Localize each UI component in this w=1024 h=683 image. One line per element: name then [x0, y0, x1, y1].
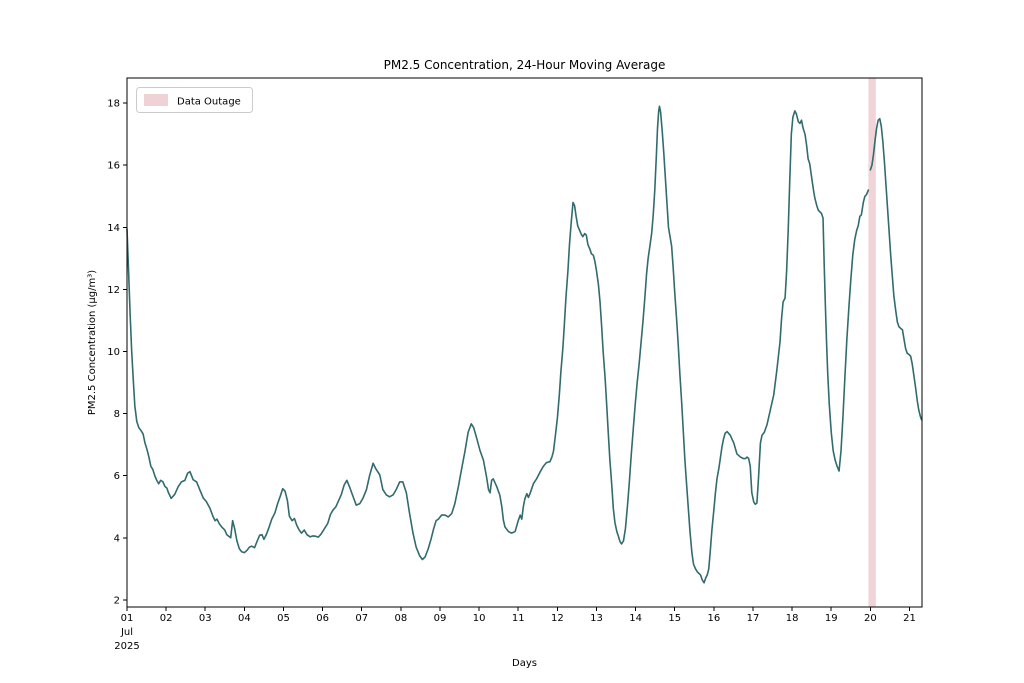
y-tick-label: 6 — [114, 471, 120, 482]
x-tick-label: 04 — [238, 613, 251, 624]
y-tick-label: 14 — [107, 223, 120, 234]
x-tick-date-sublabel: 2025 — [114, 641, 139, 652]
outage-band-layer — [868, 78, 876, 607]
legend: Data Outage — [136, 87, 253, 113]
x-tick-label: 06 — [316, 613, 329, 624]
chart-title: PM2.5 Concentration, 24-Hour Moving Aver… — [384, 58, 666, 72]
x-tick-label: 14 — [629, 613, 642, 624]
x-tick-label: 18 — [786, 613, 799, 624]
legend-frame — [136, 87, 253, 113]
x-tick-label: 02 — [160, 613, 173, 624]
x-tick-date-sublabel: Jul — [120, 627, 133, 638]
x-tick-label: 03 — [199, 613, 212, 624]
x-tick-label: 12 — [551, 613, 564, 624]
x-tick-label: 13 — [590, 613, 603, 624]
y-tick-label: 8 — [114, 409, 120, 420]
y-tick-label: 10 — [107, 347, 120, 358]
x-tick-label: 17 — [747, 613, 760, 624]
x-tick-label: 19 — [825, 613, 838, 624]
x-tick-label: 15 — [668, 613, 681, 624]
x-tick-label: 07 — [355, 613, 368, 624]
y-axis-label: PM2.5 Concentration (µg/m³) — [87, 270, 98, 415]
x-tick-label: 10 — [473, 613, 486, 624]
series-line-layer — [126, 105, 923, 584]
legend-entry-label: Data Outage — [177, 97, 241, 108]
x-tick-label: 11 — [512, 613, 525, 624]
data-outage-band — [868, 78, 876, 607]
x-tick-label: 16 — [707, 613, 720, 624]
y-tick-label: 16 — [107, 161, 120, 172]
y-axis-ticks: 2 4 6 8 10 12 14 16 18 — [107, 99, 127, 606]
x-tick-label: 05 — [277, 613, 290, 624]
y-tick-label: 18 — [107, 99, 120, 110]
x-tick-label: 01 — [121, 613, 134, 624]
y-tick-label: 2 — [114, 595, 120, 606]
y-tick-label: 12 — [107, 285, 120, 296]
y-tick-label: 4 — [114, 533, 120, 544]
x-tick-label: 09 — [434, 613, 447, 624]
pm25-series-line — [869, 117, 923, 421]
x-tick-label: 08 — [395, 613, 408, 624]
legend-band-swatch — [144, 94, 168, 106]
x-axis-ticks: 01 Jul 2025 02 03 04 05 06 07 08 09 10 11 12 13 14 15 16 1… — [114, 607, 916, 652]
pm25-series-line — [126, 105, 870, 584]
x-axis-label: Days — [512, 658, 537, 669]
x-tick-label: 21 — [903, 613, 916, 624]
x-tick-label: 20 — [864, 613, 877, 624]
plot-border — [126, 77, 923, 608]
